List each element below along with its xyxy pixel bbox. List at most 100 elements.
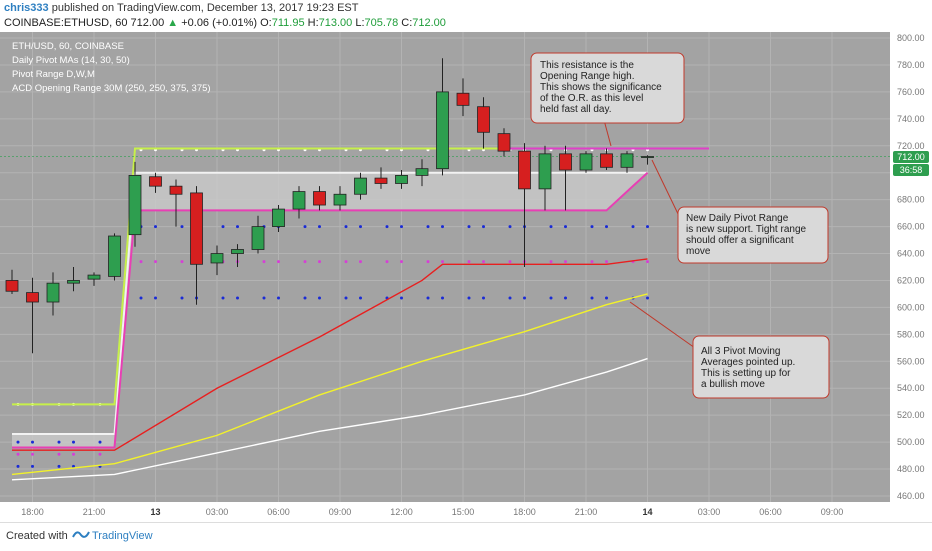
level-dot [303,260,307,264]
price-tick-label: 760.00 [897,87,925,97]
level-dot [344,225,348,229]
pivot-range-fill [12,172,648,448]
tradingview-link[interactable]: TradingView [92,530,153,542]
candle-body [600,153,613,168]
last-price-label-bg [893,151,929,163]
price-tick-label: 460.00 [897,491,925,501]
candle-body [210,253,224,264]
level-dot [303,225,307,229]
price-axis-background [890,32,932,502]
level-dot [400,296,403,300]
last-price-label: 712.00 [897,152,925,162]
candle-body [538,153,552,190]
time-tick-label: 15:00 [452,507,475,517]
time-tick-label: 12:00 [390,507,413,517]
time-axis-background [0,502,932,522]
level-dot [180,296,184,300]
price-tick-label: 580.00 [897,329,925,339]
level-dot [154,260,157,264]
pivot-range-band [12,172,648,448]
time-tick-label: 18:00 [21,507,44,517]
level-dot [426,296,430,300]
level-dot [154,225,157,229]
callout-pivot-range-pointer [651,159,681,219]
candle-body [436,91,449,170]
indicator-line [12,171,648,436]
countdown-label: 36:58 [900,165,923,175]
candle-body [251,226,265,250]
callout-pivot-mas: All 3 Pivot Moving Averages pointed up. … [629,301,830,399]
level-dot [236,296,239,300]
publisher-username[interactable]: chris333 [4,2,49,14]
callout-pivot-range-box [677,206,829,264]
price-tick-label: 740.00 [897,114,925,124]
level-dot [16,440,20,444]
ohlc-c-label: C: [401,17,413,29]
level-dot [605,225,608,229]
level-dot [72,440,75,444]
candle-body [477,106,490,133]
level-dot [441,225,444,229]
legend-pivot-range: Pivot Range D,W,M [12,69,95,80]
level-dot [98,440,102,444]
level-dot [318,225,321,229]
level-dot [98,452,102,456]
candle-body [190,192,203,265]
symbol-name: COINBASE:ETHUSD, 60 [4,17,128,29]
price-tick-label: 540.00 [897,383,925,393]
ohlc-high: 713.00 [318,17,353,29]
callout-pivot-range-line: move [686,246,711,257]
callout-pivot-mas-text: All 3 Pivot Moving Averages pointed up. … [701,346,798,390]
callout-resistance-line: held fast all day. [540,104,612,115]
level-dot [482,260,485,264]
level-dot [523,296,526,300]
candle-body [395,174,408,184]
time-tick-label: 14 [642,507,652,517]
time-axis: 18:00 21:00 13 03:00 06:00 09:00 12:00 15:00 18:… [21,507,843,517]
level-dot [508,260,512,264]
level-dot [385,260,389,264]
level-dot [277,260,280,264]
callout-pivot-range-line: should offer a significant [686,235,794,246]
level-dot [57,440,61,444]
level-dot [467,225,471,229]
level-dot [605,296,608,300]
indicator-line [11,357,648,481]
level-dot [549,260,553,264]
candle-body [518,150,531,190]
price-tick-label: 520.00 [897,410,925,420]
publish-line: chris333 published on TradingView.com, D… [4,2,358,14]
level-dot [441,296,444,300]
tradingview-logo-icon [72,531,90,538]
callout-resistance-line: Opening Range high. [540,71,635,82]
price-tick-label: 500.00 [897,437,925,447]
price-tick-label: 600.00 [897,302,925,312]
callout-pivot-mas-line: This is setting up for [701,368,791,379]
candle-body [579,153,593,171]
price-tick-label: 720.00 [897,141,925,151]
candle-body [87,274,101,280]
level-dot [359,260,362,264]
callout-pivot-range-line: New Daily Pivot Range [686,213,789,224]
level-dot [318,260,321,264]
level-dot [467,260,471,264]
candle-body [620,153,634,168]
level-dot [549,296,553,300]
callout-pivot-range: New Daily Pivot Range is new support. Ti… [651,159,829,264]
level-dot [139,296,143,300]
time-tick-label: 21:00 [83,507,106,517]
candle-body [333,193,347,206]
candle-body [169,185,183,195]
candle-body [26,292,39,303]
level-dot [590,260,594,264]
legend-symbol: ETH/USD, 60, COINBASE [12,41,124,52]
candle-body [67,280,80,284]
ohlc-close: 712.00 [412,17,446,29]
callout-resistance-pointer [603,119,612,147]
ohlc-l-label: L: [355,17,365,29]
candle-body [128,174,142,236]
price-chart[interactable]: 800.00780.00760.00740.00720.00700.00680.… [0,32,932,522]
time-tick-label: 09:00 [329,507,352,517]
level-dot [221,225,225,229]
callout-resistance-line: This shows the significance [540,82,662,93]
